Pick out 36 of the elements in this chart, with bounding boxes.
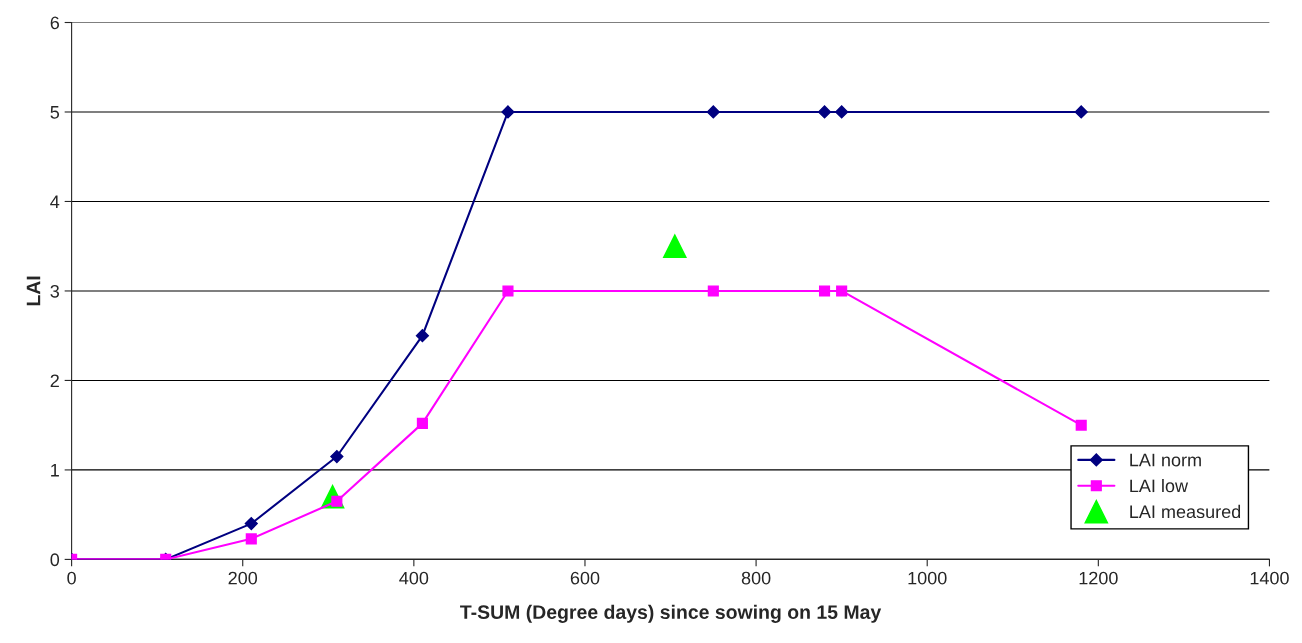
x-tick-label: 0 (67, 571, 76, 585)
point (244, 517, 258, 531)
point (817, 105, 832, 119)
x-tick-label: 1200 (1079, 571, 1118, 585)
y-tick-label: 3 (50, 284, 60, 298)
legend-label: LAI measured (1130, 504, 1241, 519)
point (1074, 105, 1088, 119)
point (835, 105, 849, 119)
point (415, 329, 429, 343)
point (663, 234, 687, 259)
legend-label: LAI norm (1130, 453, 1201, 467)
y-tick-label: 2 (50, 374, 59, 387)
point (330, 449, 344, 464)
y-tick-label: 4 (50, 195, 60, 209)
y-tick-label: 6 (50, 16, 60, 30)
point (416, 417, 428, 429)
point (245, 533, 257, 545)
x-tick-label: 400 (399, 571, 429, 585)
point (707, 285, 719, 297)
y-tick-label: 0 (50, 553, 60, 567)
point (502, 285, 514, 297)
y-axis-title: LAI (26, 276, 41, 306)
x-tick-label: 1000 (908, 571, 947, 585)
legend-label: LAI low (1130, 478, 1189, 493)
x-tick-label: 800 (741, 571, 771, 585)
x-tick-label: 1400 (1250, 571, 1289, 585)
point (836, 285, 848, 297)
point (1075, 419, 1087, 431)
x-axis-title: T-SUM (Degree days) since sowing on 15 May (460, 604, 882, 623)
point (706, 105, 720, 119)
x-tick-label: 200 (228, 571, 258, 585)
x-tick-label: 600 (570, 571, 600, 585)
point (818, 285, 831, 297)
y-tick-label: 5 (50, 106, 60, 119)
y-tick-label: 1 (51, 464, 59, 477)
point (501, 105, 515, 119)
